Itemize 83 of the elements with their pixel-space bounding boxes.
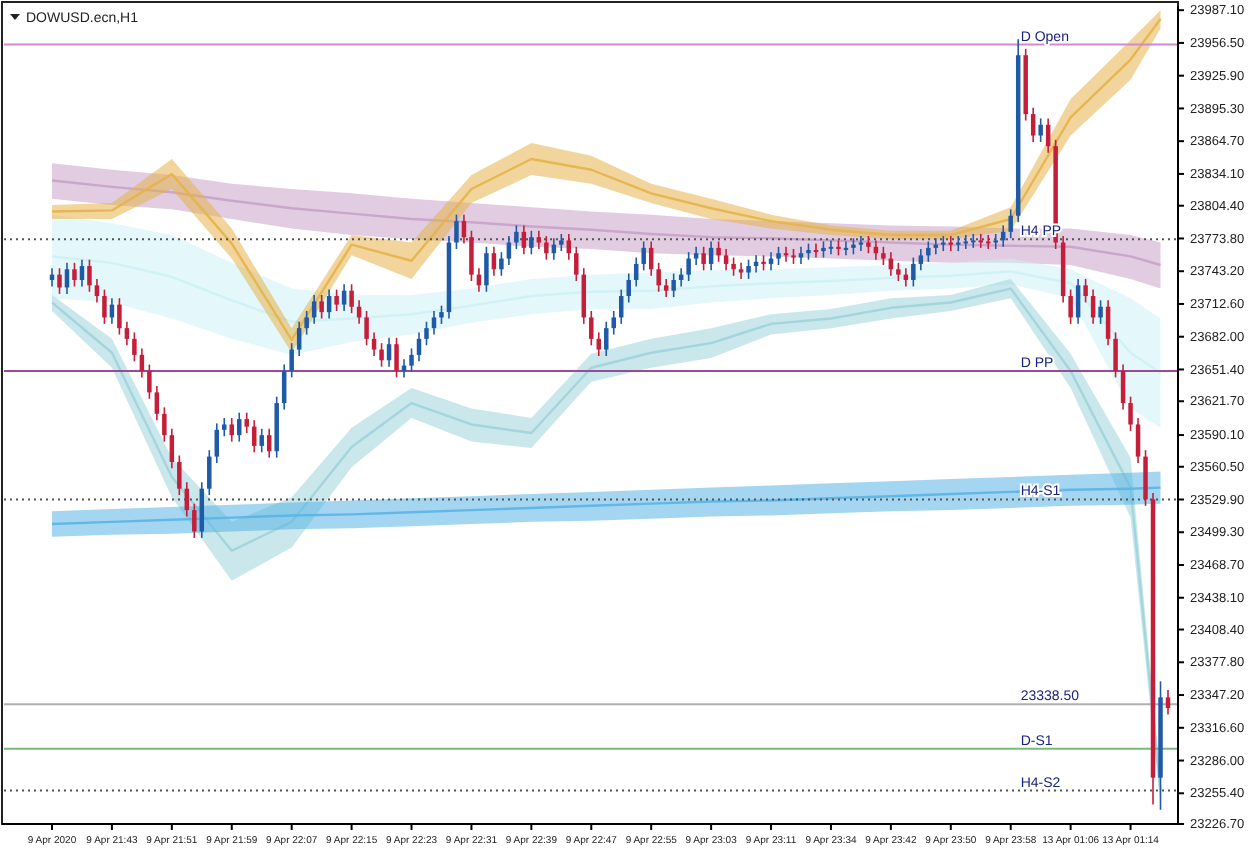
candlestick xyxy=(589,310,594,347)
candlestick xyxy=(611,310,616,336)
candlestick xyxy=(192,502,197,539)
candlestick xyxy=(701,246,706,272)
candlestick xyxy=(1008,208,1013,240)
candlestick xyxy=(214,422,220,464)
candlestick xyxy=(641,240,646,272)
candlestick xyxy=(1135,417,1141,464)
candlestick xyxy=(746,258,751,280)
candlestick xyxy=(117,297,122,336)
candlestick xyxy=(716,240,721,263)
candlestick xyxy=(723,248,729,272)
line-series xyxy=(50,255,1162,375)
candlestick xyxy=(1113,331,1118,379)
candlestick xyxy=(364,310,369,347)
candlestick xyxy=(484,246,489,293)
candlestick xyxy=(1083,278,1088,304)
candlestick xyxy=(229,417,235,443)
candlestick xyxy=(536,229,542,250)
candlestick xyxy=(154,385,160,421)
candlestick xyxy=(626,272,631,304)
candlestick xyxy=(1143,449,1148,507)
candlestick xyxy=(469,229,474,282)
candlestick xyxy=(911,256,916,288)
candlestick xyxy=(102,288,107,325)
candlestick xyxy=(656,262,661,293)
candlestick xyxy=(693,246,699,266)
candlestick xyxy=(1068,288,1073,325)
candlestick xyxy=(334,288,339,312)
candlestick xyxy=(87,258,92,293)
candlestick xyxy=(971,233,976,249)
candlestick xyxy=(514,224,519,250)
candlestick xyxy=(1165,689,1171,716)
candlestick xyxy=(162,406,167,443)
candlestick xyxy=(604,320,609,357)
candlestick xyxy=(304,310,309,336)
candlestick xyxy=(379,342,384,368)
candlestick xyxy=(289,342,294,379)
candlestick xyxy=(94,278,100,304)
candlestick xyxy=(296,320,302,357)
candlestick xyxy=(499,251,504,277)
line-series xyxy=(50,179,1162,267)
candlestick xyxy=(574,246,579,282)
candlestick xyxy=(671,272,676,298)
candlestick xyxy=(349,283,354,314)
candlestick xyxy=(956,235,961,252)
candlestick xyxy=(544,235,549,261)
candlestick xyxy=(177,454,182,496)
candlestick xyxy=(431,310,437,336)
candlestick xyxy=(169,427,175,470)
candlestick xyxy=(1030,106,1036,143)
candlestick xyxy=(566,233,572,261)
candlestick xyxy=(147,363,152,400)
candlestick xyxy=(371,331,377,357)
candlestick xyxy=(993,233,998,250)
candlestick xyxy=(918,248,924,272)
candlestick xyxy=(686,251,691,282)
candlestick xyxy=(454,213,459,250)
candlestick xyxy=(1038,117,1043,143)
candlestick xyxy=(319,294,324,320)
candlestick xyxy=(394,336,399,379)
candlestick xyxy=(896,262,901,282)
candlestick xyxy=(132,331,137,363)
candlestick xyxy=(207,449,212,496)
candlestick xyxy=(926,240,931,263)
candlestick xyxy=(596,331,602,357)
candlestick xyxy=(409,347,414,373)
candlestick xyxy=(244,411,249,434)
candlestick xyxy=(222,417,227,438)
candlestick xyxy=(776,246,781,266)
candlestick xyxy=(663,278,669,298)
candlestick xyxy=(439,304,444,325)
candlestick xyxy=(259,427,264,454)
candlestick xyxy=(57,267,62,295)
candlestick xyxy=(424,320,429,347)
candlestick xyxy=(881,246,886,266)
candlestick xyxy=(72,262,77,288)
candlestick xyxy=(1128,395,1133,432)
candlestick xyxy=(731,256,736,277)
line-series xyxy=(50,486,1162,526)
candlestick xyxy=(529,229,534,256)
candlestick xyxy=(124,320,130,347)
candlestick xyxy=(1098,299,1103,325)
